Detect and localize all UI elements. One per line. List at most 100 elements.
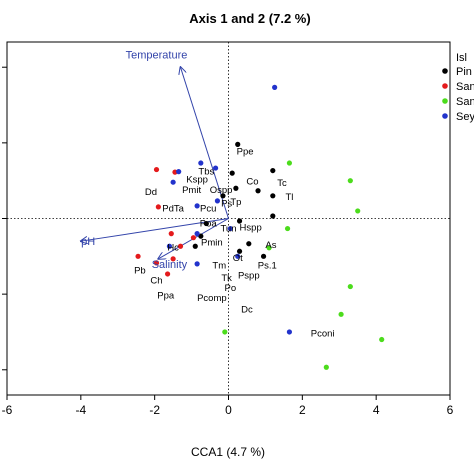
site-point-0 bbox=[192, 243, 198, 249]
site-point-1 bbox=[153, 260, 160, 266]
site-point-0 bbox=[229, 170, 235, 176]
site-point-0 bbox=[270, 193, 276, 199]
site-point-0 bbox=[198, 233, 204, 239]
site-point-1 bbox=[153, 166, 160, 173]
site-point-0 bbox=[203, 220, 209, 227]
site-point-1 bbox=[168, 231, 174, 237]
species-label: Kspp bbox=[186, 175, 208, 186]
site-point-2 bbox=[355, 208, 361, 214]
legend-label: Pin bbox=[456, 66, 472, 78]
legend: Isl Pin San San Sey bbox=[442, 52, 474, 123]
site-point-0 bbox=[235, 141, 241, 147]
species-label: Ospp bbox=[210, 185, 233, 196]
x-tick-label: 0 bbox=[225, 403, 232, 417]
site-point-3 bbox=[235, 253, 241, 259]
x-tick-label: -6 bbox=[2, 403, 13, 417]
x-tick-label: 6 bbox=[447, 403, 454, 417]
site-point-3 bbox=[194, 231, 200, 237]
species-label: Ppa bbox=[157, 291, 175, 302]
x-axis-ticks: -6 -4 -2 0 2 4 6 bbox=[2, 395, 454, 417]
site-point-0 bbox=[233, 185, 239, 191]
species-label: Pcu bbox=[200, 203, 216, 214]
site-point-0 bbox=[220, 193, 226, 199]
species-label: As bbox=[265, 240, 276, 251]
env-vector-temperature bbox=[181, 67, 229, 219]
species-label: Pconi bbox=[311, 328, 335, 339]
legend-marker bbox=[442, 98, 448, 104]
site-point-3 bbox=[214, 198, 221, 204]
site-point-0 bbox=[236, 248, 243, 254]
species-label: Hspp bbox=[240, 223, 262, 234]
legend-marker bbox=[442, 113, 448, 119]
site-point-1 bbox=[190, 235, 197, 241]
chart-title: Axis 1 and 2 (7.2 %) bbox=[189, 11, 310, 26]
site-point-2 bbox=[266, 245, 272, 251]
site-point-1 bbox=[164, 271, 171, 277]
legend-marker bbox=[442, 68, 448, 74]
x-tick-label: 2 bbox=[299, 403, 306, 417]
y-axis-ticks bbox=[2, 66, 7, 371]
site-point-3 bbox=[194, 203, 200, 209]
legend-label: San bbox=[456, 81, 474, 93]
site-point-0 bbox=[255, 188, 261, 194]
site-point-3 bbox=[194, 261, 200, 267]
x-tick-label: 4 bbox=[373, 403, 380, 417]
env-label-salinity: Salinity bbox=[152, 259, 188, 271]
site-point-1 bbox=[155, 204, 161, 210]
x-tick-label: -4 bbox=[75, 403, 86, 417]
site-point-2 bbox=[347, 178, 353, 184]
legend-label: San bbox=[456, 96, 474, 108]
species-label: Poa bbox=[200, 219, 218, 230]
site-point-3 bbox=[198, 160, 204, 166]
site-point-0 bbox=[270, 167, 276, 174]
site-point-2 bbox=[286, 160, 293, 166]
site-point-0 bbox=[236, 218, 243, 224]
species-label: Pcomp bbox=[197, 293, 227, 304]
species-label: Ppe bbox=[237, 146, 254, 157]
legend-marker bbox=[442, 83, 448, 89]
site-point-1 bbox=[177, 243, 184, 249]
env-label-temperature: Temperature bbox=[126, 50, 188, 62]
site-point-2 bbox=[347, 283, 353, 290]
site-point-3 bbox=[170, 179, 176, 185]
species-label: Pb bbox=[134, 265, 146, 276]
species-label: Ps bbox=[221, 198, 232, 209]
x-tick-label: -2 bbox=[149, 403, 160, 417]
site-point-2 bbox=[379, 336, 385, 343]
site-points bbox=[135, 84, 385, 370]
site-point-0 bbox=[270, 213, 276, 219]
site-point-0 bbox=[246, 241, 252, 247]
species-label: Pspp bbox=[238, 270, 260, 281]
environment-vectors bbox=[81, 67, 229, 259]
species-label: Tm bbox=[212, 260, 226, 271]
site-point-2 bbox=[323, 364, 329, 370]
species-label: Tp bbox=[230, 197, 241, 208]
site-point-2 bbox=[284, 225, 291, 232]
species-label: Hc bbox=[167, 243, 179, 254]
species-label: Co bbox=[246, 177, 258, 188]
site-point-3 bbox=[272, 84, 278, 90]
species-label: Pmit bbox=[182, 185, 201, 196]
species-label: Po bbox=[225, 283, 237, 294]
species-label: Tk bbox=[221, 273, 232, 284]
legend-label: Sey bbox=[456, 111, 474, 123]
site-point-3 bbox=[227, 225, 233, 232]
site-point-3 bbox=[166, 243, 173, 249]
species-label: Pmin bbox=[201, 238, 223, 249]
species-label: Dc bbox=[241, 304, 253, 315]
site-point-3 bbox=[286, 329, 293, 335]
species-label: Ps.1 bbox=[258, 260, 277, 271]
env-label-ph: pH bbox=[81, 236, 95, 248]
site-point-1 bbox=[170, 256, 176, 262]
site-point-1 bbox=[135, 253, 141, 259]
site-point-0 bbox=[260, 253, 267, 259]
species-label: PdTa bbox=[162, 203, 184, 214]
legend-title: Isl bbox=[456, 52, 467, 64]
species-label: Tc bbox=[277, 178, 287, 189]
site-point-2 bbox=[338, 311, 344, 317]
species-label: Ot bbox=[233, 253, 243, 264]
species-label: Tl bbox=[285, 192, 293, 203]
environment-labels: Temperature pH Salinity bbox=[81, 50, 187, 271]
